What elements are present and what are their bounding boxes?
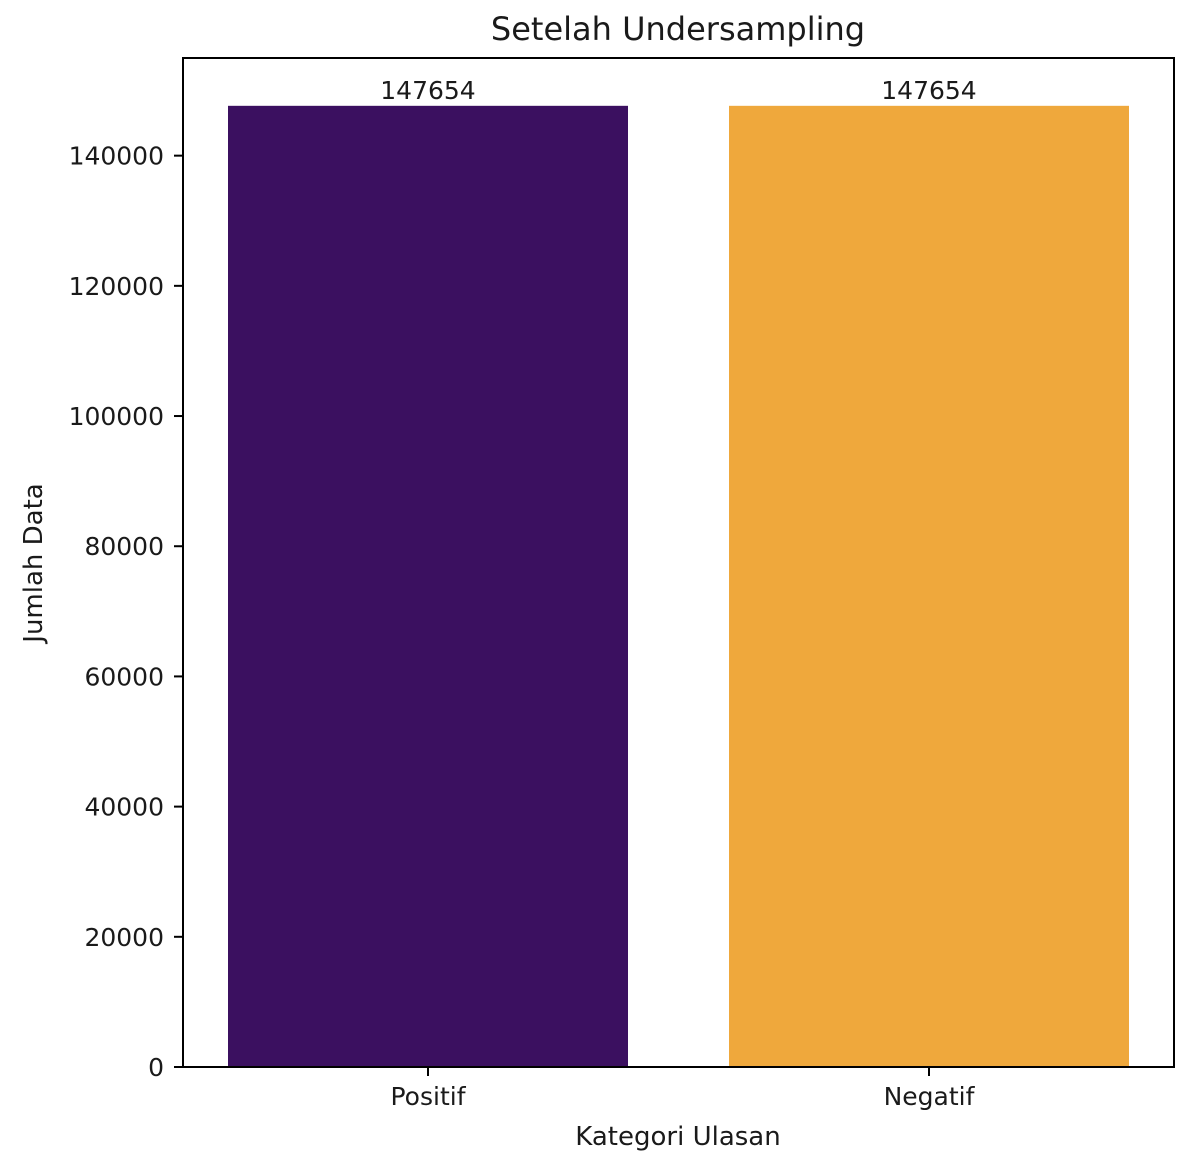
- bar-data-label: 147654: [881, 76, 976, 105]
- bar-negatif: [729, 105, 1129, 1068]
- bar-positif: [228, 105, 628, 1068]
- x-axis-label: Kategori Ulasan: [575, 1122, 780, 1152]
- chart-marks: 0 20000 40000 60000 80000 100000 120000 140000 1…: [69, 76, 1129, 1111]
- y-tick-label: 20000: [84, 923, 164, 952]
- y-axis-label: Jumlah Data: [19, 483, 49, 644]
- y-tick-label: 120000: [69, 272, 164, 301]
- bar-data-label: 147654: [380, 76, 475, 105]
- y-tick-label: 80000: [84, 532, 164, 561]
- chart-title: Setelah Undersampling: [491, 10, 865, 48]
- x-tick-label: Negatif: [884, 1082, 976, 1111]
- plot-frame: [182, 57, 1175, 1068]
- y-tick-label: 140000: [69, 142, 164, 171]
- x-tick-label: Positif: [391, 1082, 467, 1111]
- y-tick-label: 100000: [69, 402, 164, 431]
- y-tick-label: 60000: [84, 662, 164, 691]
- y-tick-label: 40000: [84, 793, 164, 822]
- y-tick-label: 0: [148, 1053, 164, 1082]
